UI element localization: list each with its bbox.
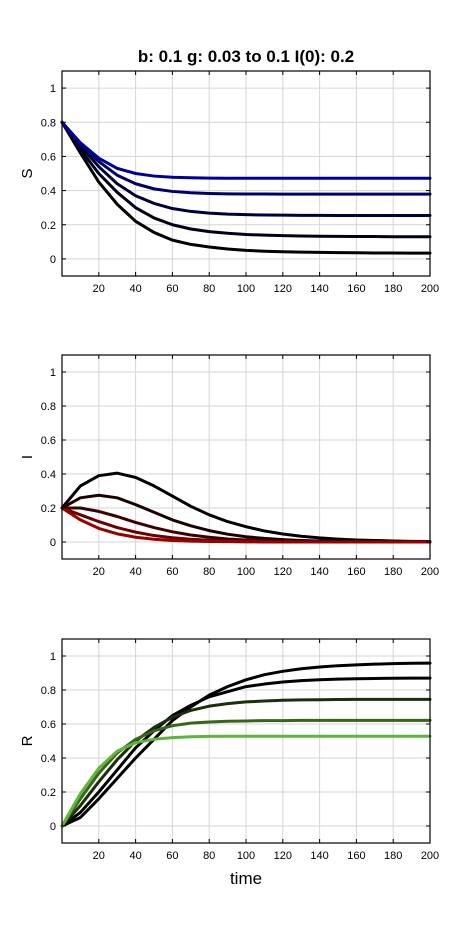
x-tick-label: 180: [384, 283, 402, 295]
y-tick-label: 0.6: [41, 435, 56, 447]
x-tick-label: 100: [237, 283, 255, 295]
series-line-5: [60, 506, 432, 544]
series-line-2: [60, 676, 432, 828]
series-line-3: [60, 120, 432, 218]
y-tick-label: 0.6: [41, 719, 56, 731]
x-tick-label: 80: [203, 566, 215, 578]
y-tick-label: 0: [50, 821, 56, 833]
y-tick-label: 0.8: [41, 685, 56, 697]
x-tick-label: 160: [347, 566, 365, 578]
x-tick-label: 200: [421, 566, 439, 578]
x-tick-label: 180: [384, 850, 402, 862]
y-tick-label: 0.8: [41, 401, 56, 413]
x-tick-label: 20: [93, 283, 105, 295]
x-tick-label: 80: [203, 850, 215, 862]
x-tick-label: 120: [274, 850, 292, 862]
x-tick-label: 20: [93, 566, 105, 578]
x-tick-label: 120: [274, 283, 292, 295]
series-line-4: [60, 120, 432, 196]
chart-panel-S: 20 40 60 80 100 120 140 160 180 200 0 0.2 0.4 0.6 0.8 1…: [19, 70, 439, 295]
x-tick-label: 40: [129, 850, 141, 862]
series-line-2: [60, 120, 432, 239]
y-tick-label: 1: [50, 367, 56, 379]
y-axis-label: S: [19, 168, 36, 178]
x-tick-label: 60: [166, 850, 178, 862]
x-tick-label: 40: [129, 283, 141, 295]
y-axis-label: I: [19, 455, 36, 459]
x-tick-label: 100: [237, 850, 255, 862]
y-axis-label: R: [19, 735, 36, 746]
y-tick-label: 0.4: [41, 469, 56, 481]
series-line-5: [60, 734, 432, 828]
x-tick-label: 120: [274, 566, 292, 578]
y-tick-label: 0.2: [41, 787, 56, 799]
chart-panel-I: 20 40 60 80 100 120 140 160 180 200 0 0.2 0.4 0.6 0.8 1…: [19, 354, 439, 578]
x-tick-label: 200: [421, 850, 439, 862]
series-line-1: [60, 120, 432, 255]
y-tick-label: 0: [50, 537, 56, 549]
series-line-1: [60, 661, 432, 828]
y-tick-label: 0.4: [41, 186, 56, 198]
x-tick-label: 200: [421, 283, 439, 295]
y-tick-label: 1: [50, 651, 56, 663]
x-tick-label: 60: [166, 566, 178, 578]
x-tick-label: 140: [310, 283, 328, 295]
panels: 20 40 60 80 100 120 140 160 180 20000.20.40.60.81…: [19, 70, 439, 888]
y-tick-label: 0.2: [41, 503, 56, 515]
y-tick-label: 0: [50, 254, 56, 266]
x-tick-label: 60: [166, 283, 178, 295]
y-tick-label: 0.2: [41, 220, 56, 232]
x-tick-label: 160: [347, 850, 365, 862]
chart-panel-R: 20 40 60 80 100 120 140 160 180 200 0 0.2 0.4 0.6 0.8 1…: [19, 638, 439, 888]
x-tick-label: 40: [129, 566, 141, 578]
series-line-3: [60, 697, 432, 828]
y-tick-label: 0.4: [41, 753, 56, 765]
x-tick-label: 180: [384, 566, 402, 578]
y-tick-label: 1: [50, 83, 56, 95]
series-line-5: [60, 120, 432, 180]
y-tick-label: 0.6: [41, 151, 56, 163]
x-tick-label: 80: [203, 283, 215, 295]
x-tick-label: 20: [93, 850, 105, 862]
x-tick-label: 100: [237, 566, 255, 578]
x-axis-label: time: [230, 869, 262, 888]
x-tick-label: 140: [310, 566, 328, 578]
x-tick-label: 160: [347, 283, 365, 295]
figure-title: b: 0.1 g: 0.03 to 0.1 I(0): 0.2: [138, 47, 354, 66]
x-tick-label: 140: [310, 850, 328, 862]
y-tick-label: 0.8: [41, 117, 56, 129]
